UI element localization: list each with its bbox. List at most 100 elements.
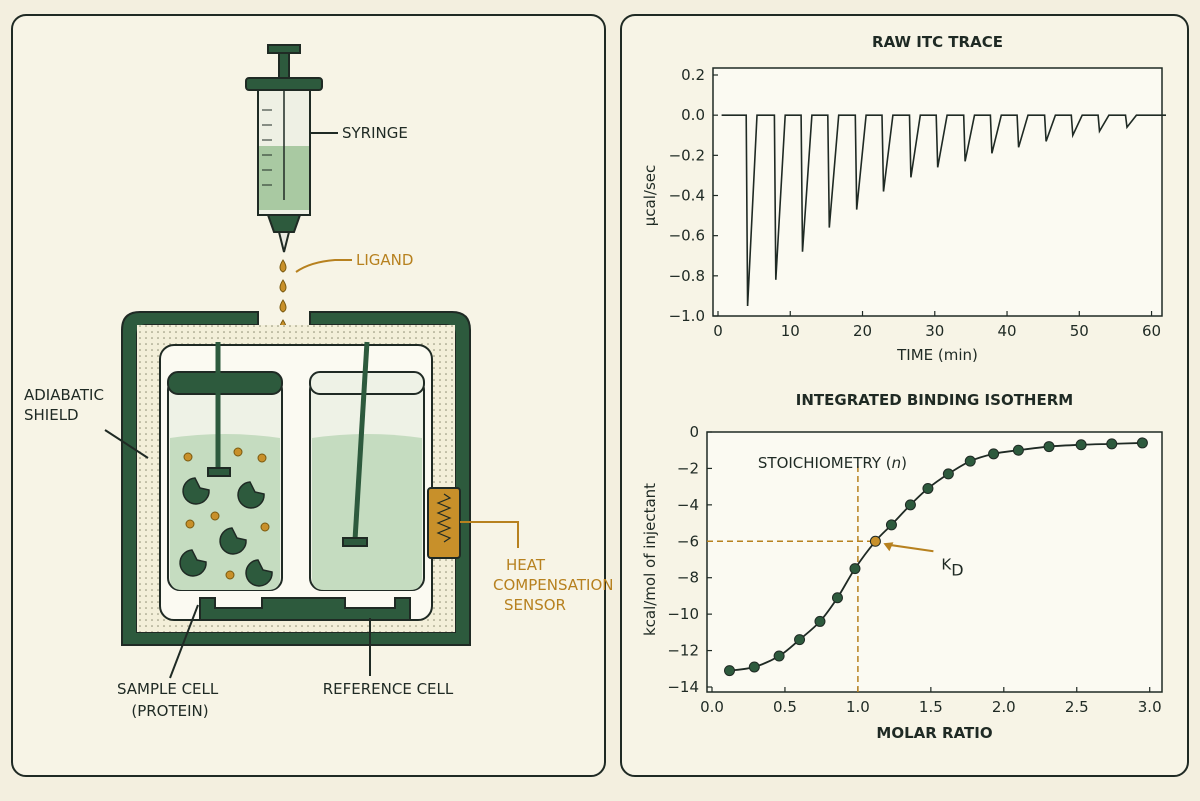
y-tick-label: −8 (677, 569, 699, 587)
y-tick-label: −0.8 (669, 267, 705, 285)
data-point (1075, 439, 1087, 451)
sensor-label: HEAT COMPENSATION SENSOR (493, 556, 618, 614)
x-tick-label: 1.5 (919, 698, 943, 716)
x-tick-label: 50 (1070, 322, 1089, 340)
sample-leader (169, 604, 199, 679)
data-point (1043, 441, 1055, 453)
plot-frame (712, 67, 1163, 317)
data-point (885, 519, 897, 531)
data-point (794, 634, 806, 646)
plunger-rod (278, 52, 290, 82)
y-tick-label: −2 (677, 459, 699, 477)
annotation-text: ) (901, 454, 907, 472)
reference-paddle (342, 537, 368, 547)
annotation-text: K (941, 555, 952, 573)
y-tick-label: −6 (677, 532, 699, 550)
x-tick-label: 1.0 (846, 698, 870, 716)
sample-cap (167, 371, 283, 395)
shield-label: ADIABATIC SHIELD (24, 386, 109, 424)
annotation-italic: n (892, 454, 902, 472)
data-point (773, 650, 785, 662)
x-tick-label: 2.0 (992, 698, 1016, 716)
annotation-subscript: D (951, 560, 963, 579)
needle (277, 231, 291, 253)
graduations (262, 109, 272, 186)
data-point (964, 455, 976, 467)
x-axis-label: TIME (min) (896, 346, 978, 364)
data-point (1136, 437, 1148, 449)
sample-label-line: (PROTEIN) (131, 702, 208, 720)
y-tick-label: −0.4 (669, 187, 705, 205)
kd-label: KD (941, 555, 963, 579)
y-tick-label: −1.0 (669, 307, 705, 325)
data-point (831, 592, 843, 604)
sample-liquid (170, 434, 280, 590)
data-point (814, 615, 826, 627)
x-tick-label: 0 (713, 322, 723, 340)
chart-title: RAW ITC TRACE (872, 33, 1003, 51)
x-tick-label: 10 (781, 322, 800, 340)
shield-leader (104, 429, 149, 459)
data-point (849, 563, 861, 575)
sensor-coil (436, 493, 452, 543)
trace-line (721, 114, 1166, 307)
x-tick-label: 40 (997, 322, 1016, 340)
syringe-label: SYRINGE (342, 124, 408, 142)
x-tick-label: 0.5 (773, 698, 797, 716)
proteins (179, 477, 273, 587)
calorimeter-diagram (104, 44, 519, 679)
ligand-label: LIGAND (356, 251, 413, 269)
kd-arrowhead (883, 542, 894, 552)
reference-stirrer (352, 341, 370, 541)
y-tick-label: 0.2 (681, 66, 705, 84)
x-tick-label: 3.0 (1138, 698, 1162, 716)
sample-label: SAMPLE CELL (PROTEIN) (117, 680, 223, 720)
x-tick-label: 60 (1142, 322, 1161, 340)
data-point (904, 499, 916, 511)
data-point (1106, 438, 1118, 450)
stirrer-paddle (207, 467, 231, 477)
y-tick-label: −14 (667, 678, 699, 696)
cell-base (199, 597, 411, 621)
data-point (922, 482, 934, 494)
data-point (748, 661, 760, 673)
shield-label-line: SHIELD (24, 406, 79, 424)
y-tick-label: −0.6 (669, 227, 705, 245)
y-tick-label: 0.0 (681, 106, 705, 124)
sensor-leader (460, 521, 519, 548)
shield-label-line: ADIABATIC (24, 386, 104, 404)
x-tick-label: 0.0 (700, 698, 724, 716)
reference-label: REFERENCE CELL (323, 680, 454, 698)
syringe-flange (245, 77, 323, 91)
x-axis-label: MOLAR RATIO (876, 724, 992, 742)
plunger-top (267, 44, 301, 54)
x-tick-label: 30 (925, 322, 944, 340)
sensor-label-line: COMPENSATION (493, 576, 613, 594)
x-tick-label: 20 (853, 322, 872, 340)
heat-sensor (427, 487, 461, 559)
kd-arrow (885, 543, 934, 553)
plot-frame (706, 431, 1163, 693)
sample-label-line: SAMPLE CELL (117, 680, 219, 698)
annotation-text: STOICHIOMETRY ( (758, 454, 892, 472)
data-point (988, 448, 1000, 460)
y-tick-label: 0 (689, 423, 699, 441)
syringe-hub (266, 214, 302, 233)
y-tick-label: −4 (677, 496, 699, 514)
ligand-leader (295, 259, 352, 273)
data-point (724, 665, 736, 677)
x-tick-label: 2.5 (1065, 698, 1089, 716)
y-axis-label: μcal/sec (641, 165, 659, 227)
stoichiometry-label: STOICHIOMETRY (n) (758, 454, 907, 472)
sensor-label-line: HEAT (506, 556, 546, 574)
chart-title: INTEGRATED BINDING ISOTHERM (796, 391, 1073, 409)
y-tick-label: −12 (667, 642, 699, 660)
ligand-particles (183, 447, 270, 580)
data-point (869, 535, 881, 547)
data-point (942, 468, 954, 480)
y-tick-label: −0.2 (669, 146, 705, 164)
y-tick-label: −10 (667, 605, 699, 623)
data-point (1012, 444, 1024, 456)
reference-liquid (312, 434, 422, 590)
